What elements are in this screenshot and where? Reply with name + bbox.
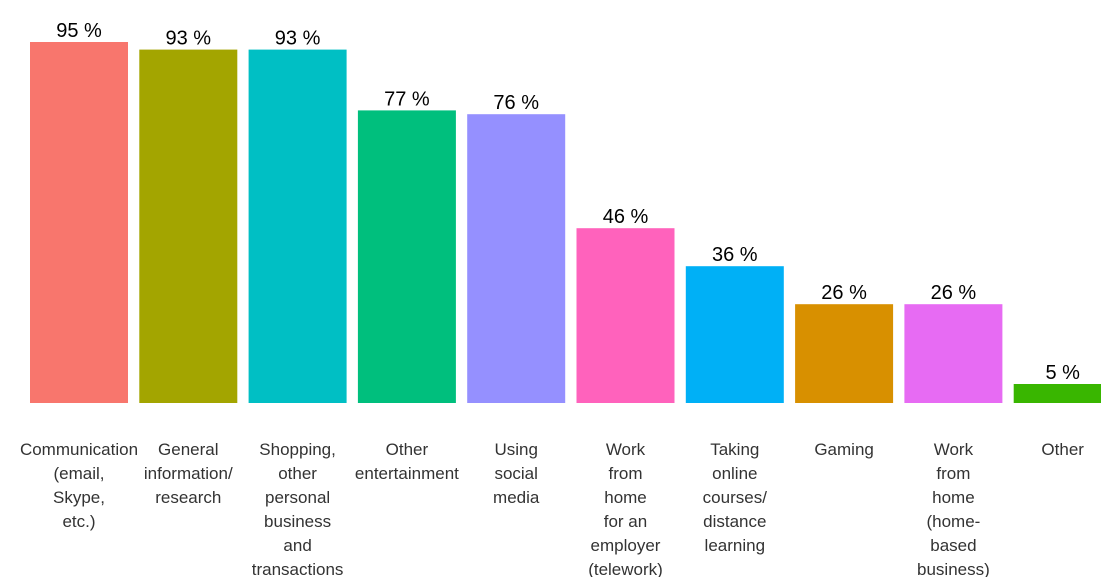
category-label-line: (email, [53,464,104,483]
category-label-line: Skype, [53,488,105,507]
category-label-line: Taking [710,440,759,459]
category-label-line: General [158,440,218,459]
value-label-2: 93 % [275,28,321,50]
category-label-0: Communication (email, Skype, etc.) [20,440,138,531]
category-label-line: Shopping, [259,440,336,459]
bar-1 [139,49,238,403]
value-label-8: 26 % [931,282,977,304]
category-label-line: employer [591,536,661,555]
bar-4 [467,114,566,403]
category-label-line: other [278,464,317,483]
category-label-line: Other [1041,440,1084,459]
category-label-line: research [155,488,221,507]
category-label-7: Gaming [814,440,874,459]
bar-9 [1013,384,1101,403]
bar-6 [685,266,784,403]
category-label-line: home [932,488,975,507]
category-label-line: information/ [144,464,233,483]
category-label-2: Shopping, other personal business and transac… [252,440,344,577]
bar-7 [795,304,894,403]
category-label-line: Gaming [814,440,874,459]
value-labels-group: 95 % 93 % 93 % 77 % 76 % 46 % 36 % 26 % 26 % 5 % [56,20,1080,384]
category-label-line: from [609,464,643,483]
category-label-line: business) [917,560,990,577]
value-label-0: 95 % [56,20,102,42]
category-label-line: home [604,488,647,507]
category-label-line: from [936,464,970,483]
category-label-line: (telework) [588,560,663,577]
category-label-line: for an [604,512,647,531]
category-label-line: etc.) [62,512,95,531]
category-label-line: business [264,512,331,531]
category-label-line: personal [265,488,330,507]
category-label-3: Other entertainment [355,440,459,483]
value-label-3: 77 % [384,88,430,110]
category-label-line: learning [705,536,766,555]
category-label-line: based [930,536,976,555]
category-label-line: online [712,464,757,483]
category-label-line: distance [703,512,766,531]
category-label-line: media [493,488,540,507]
bar-2 [248,49,347,403]
bar-3 [357,110,456,404]
category-labels-group: Communication (email, Skype, etc.) General in… [20,440,1084,577]
category-label-line: courses/ [703,488,768,507]
value-label-6: 36 % [712,244,758,266]
category-label-8: Work from home (home-based business) [917,440,990,577]
category-label-line: social [494,464,537,483]
bar-0 [30,42,128,403]
category-label-6: Taking online courses/distance learning [703,440,768,555]
value-label-1: 93 % [166,28,212,50]
category-label-4: Using social media [493,440,540,507]
category-label-line: (home- [926,512,980,531]
value-label-7: 26 % [821,282,867,304]
value-label-9: 5 % [1045,362,1080,384]
category-label-line: and [283,536,311,555]
category-label-line: Work [934,440,974,459]
category-label-5: Work from home for an employer (telework) [588,440,663,577]
category-label-line: transactions [252,560,344,577]
category-label-9: Other [1041,440,1084,459]
value-label-4: 76 % [493,92,539,114]
category-label-1: General information/research [144,440,233,507]
bars-group [30,42,1101,404]
category-label-line: Other [386,440,429,459]
category-label-line: Communication [20,440,138,459]
bar-5 [576,228,675,403]
category-label-line: Work [606,440,646,459]
bar-8 [904,304,1003,403]
category-label-line: entertainment [355,464,459,483]
category-label-line: Using [494,440,537,459]
value-label-5: 46 % [603,206,649,228]
